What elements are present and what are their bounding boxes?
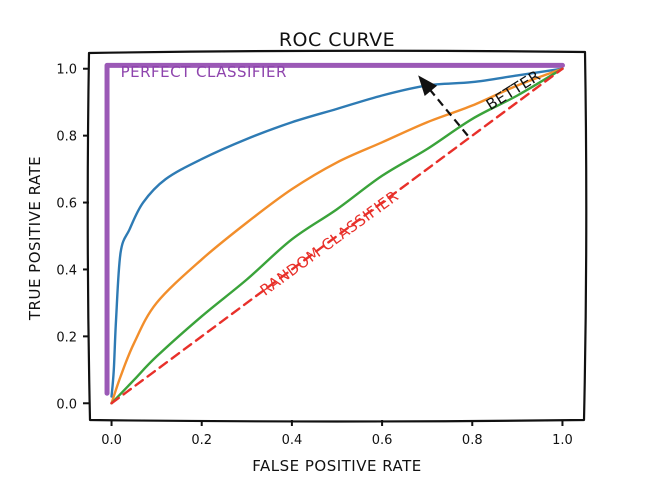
- x-tick-label: 0.8: [462, 433, 483, 448]
- y-tick-label: 0.6: [56, 197, 77, 212]
- y-tick-label: 0.4: [56, 263, 77, 278]
- x-tick-label: 0.4: [282, 433, 303, 448]
- y-tick-label: 0.8: [56, 130, 77, 145]
- x-tick-label: 0.2: [191, 433, 212, 448]
- better-arrow-head: [418, 75, 438, 96]
- y-tick-label: 0.0: [56, 397, 77, 412]
- y-tick-label: 1.0: [56, 63, 77, 78]
- series-line-1: [110, 67, 564, 398]
- axis-ticks: 0.0 0.2 0.4 0.6 0.8 1.0 0.0 0.2 0.4 0.6 0.8 1.0: [56, 63, 572, 448]
- x-tick-label: 0.0: [101, 433, 122, 448]
- x-axis-label: FALSE POSITIVE RATE: [252, 457, 422, 475]
- y-axis-label: TRUE POSITIVE RATE: [26, 156, 44, 321]
- annotation-label-1: RANDOM CLASSIFIER: [257, 187, 402, 300]
- series-line-4: [110, 67, 564, 405]
- chart-title: ROC CURVE: [279, 29, 395, 51]
- series-line-2: [110, 67, 564, 405]
- series-line-3: [110, 67, 564, 405]
- better-arrow-shaft: [423, 81, 469, 137]
- x-tick-label: 1.0: [552, 433, 573, 448]
- y-tick-label: 0.2: [56, 330, 77, 345]
- plot-frame: [86, 49, 588, 423]
- annotation-label-0: PERFECT CLASSIFIER: [121, 63, 287, 81]
- series-line-0: [104, 62, 565, 396]
- x-tick-label: 0.6: [372, 433, 393, 448]
- series-group: [104, 62, 565, 405]
